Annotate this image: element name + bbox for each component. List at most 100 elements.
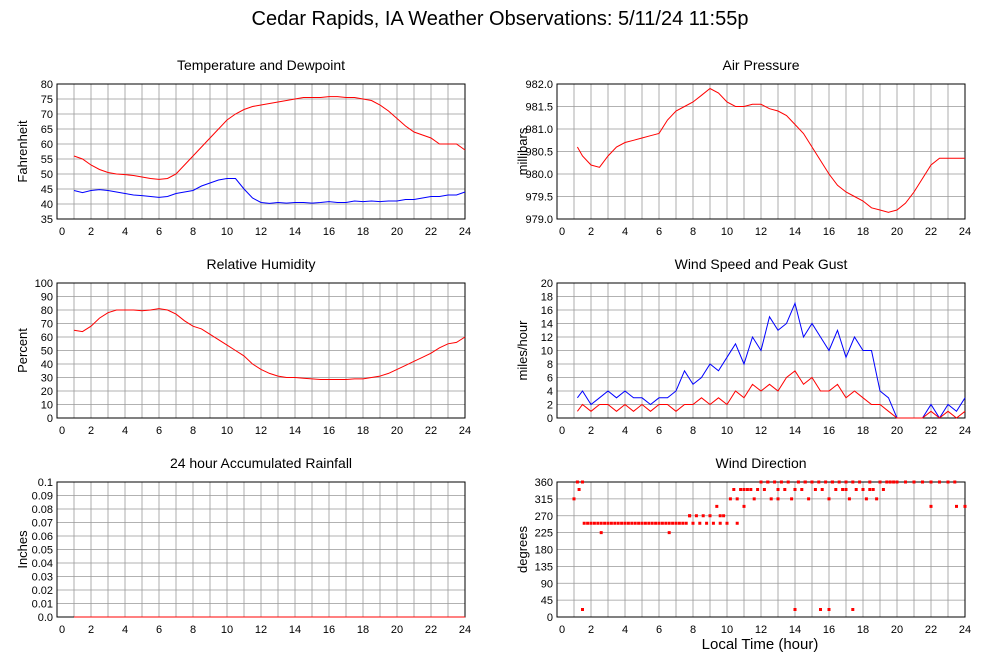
data-point	[824, 480, 828, 484]
data-point	[643, 521, 647, 525]
y-tick-label: 30	[41, 373, 53, 385]
y-tick-label: 981.0	[525, 124, 553, 136]
data-point	[728, 497, 732, 501]
series-line-0	[576, 87, 965, 213]
x-tick-label: 20	[891, 624, 903, 636]
data-point	[803, 480, 807, 484]
y-tick-label: 20	[541, 278, 553, 290]
data-point	[633, 521, 637, 525]
data-point	[868, 480, 872, 484]
x-tick-label: 14	[289, 425, 301, 437]
x-tick-label: 24	[459, 425, 471, 437]
y-tick-label: 360	[535, 477, 553, 489]
plot-frame	[556, 83, 966, 220]
data-point	[800, 488, 804, 491]
y-tick-label: 50	[41, 346, 53, 358]
data-point	[664, 521, 668, 525]
data-point	[881, 488, 885, 491]
x-tick-label: 6	[156, 425, 162, 437]
data-point	[739, 488, 743, 491]
series-line-1	[73, 178, 466, 204]
data-point	[626, 521, 630, 525]
x-tick-label: 20	[391, 624, 403, 636]
y-tick-label: 981.5	[525, 102, 553, 114]
x-tick-label: 4	[122, 425, 128, 437]
data-point	[796, 480, 800, 484]
data-point	[691, 521, 695, 525]
x-tick-label: 8	[190, 624, 196, 636]
data-point	[827, 497, 831, 501]
x-tick-label: 0	[559, 226, 565, 238]
x-tick-label: 24	[959, 624, 971, 636]
x-tick-label: 2	[88, 226, 94, 238]
data-point	[606, 521, 610, 525]
x-tick-label: 10	[221, 425, 233, 437]
x-tick-label: 18	[857, 425, 869, 437]
chart-rain: 24 hour Accumulated RainfallInches0.00.0…	[15, 455, 471, 636]
x-tick-label: 18	[357, 624, 369, 636]
x-tick-label: 2	[588, 226, 594, 238]
y-tick-label: 40	[41, 359, 53, 371]
y-tick-label: 0.07	[32, 518, 53, 530]
y-tick-label: 60	[41, 139, 53, 151]
data-point	[837, 480, 841, 484]
data-point	[742, 488, 746, 491]
y-tick-label: 8	[547, 359, 553, 371]
x-tick-label: 20	[391, 226, 403, 238]
x-tick-label: 4	[122, 226, 128, 238]
y-axis-label: Fahrenheit	[15, 120, 30, 183]
data-point	[756, 488, 760, 491]
x-tick-label: 6	[656, 226, 662, 238]
data-point	[861, 488, 865, 491]
data-point	[766, 480, 770, 484]
y-tick-label: 100	[35, 278, 53, 290]
data-point	[725, 521, 729, 525]
data-point	[581, 608, 584, 611]
data-point	[589, 521, 593, 525]
y-tick-label: 80	[41, 79, 53, 91]
y-tick-label: 979.0	[525, 214, 553, 226]
data-point	[596, 521, 600, 525]
data-point	[681, 521, 685, 525]
data-point	[776, 488, 780, 491]
x-axis-label: Local Time (hour)	[701, 636, 819, 653]
x-tick-label: 16	[323, 226, 335, 238]
data-point	[868, 488, 872, 491]
data-point	[912, 480, 916, 484]
data-point	[705, 521, 709, 525]
data-point	[819, 608, 822, 611]
plot-frame	[556, 282, 966, 419]
data-point	[820, 488, 824, 491]
data-point	[630, 521, 634, 525]
x-tick-label: 2	[88, 425, 94, 437]
data-point	[647, 521, 651, 525]
data-point	[963, 504, 967, 508]
y-tick-label: 980.5	[525, 147, 553, 159]
x-tick-label: 10	[721, 624, 733, 636]
x-tick-label: 0	[59, 226, 65, 238]
x-tick-label: 4	[622, 226, 628, 238]
y-axis-label: Percent	[15, 328, 30, 373]
data-point	[586, 521, 590, 525]
data-point	[657, 521, 661, 525]
y-tick-label: 0.08	[32, 504, 53, 516]
x-tick-label: 2	[588, 425, 594, 437]
x-tick-label: 12	[255, 624, 267, 636]
y-axis-label: degrees	[515, 526, 530, 573]
data-point	[810, 480, 814, 484]
data-point	[735, 521, 739, 525]
y-tick-label: 10	[41, 400, 53, 412]
x-tick-label: 2	[88, 624, 94, 636]
x-tick-label: 22	[425, 624, 437, 636]
data-point	[854, 488, 858, 491]
data-point	[895, 480, 899, 484]
x-tick-label: 16	[823, 226, 835, 238]
data-point	[609, 521, 613, 525]
x-tick-label: 18	[857, 624, 869, 636]
data-point	[708, 514, 712, 518]
y-tick-label: 2	[547, 400, 553, 412]
y-tick-label: 20	[41, 386, 53, 398]
y-tick-label: 0.1	[38, 477, 53, 489]
x-tick-label: 16	[823, 624, 835, 636]
x-tick-label: 14	[289, 624, 301, 636]
